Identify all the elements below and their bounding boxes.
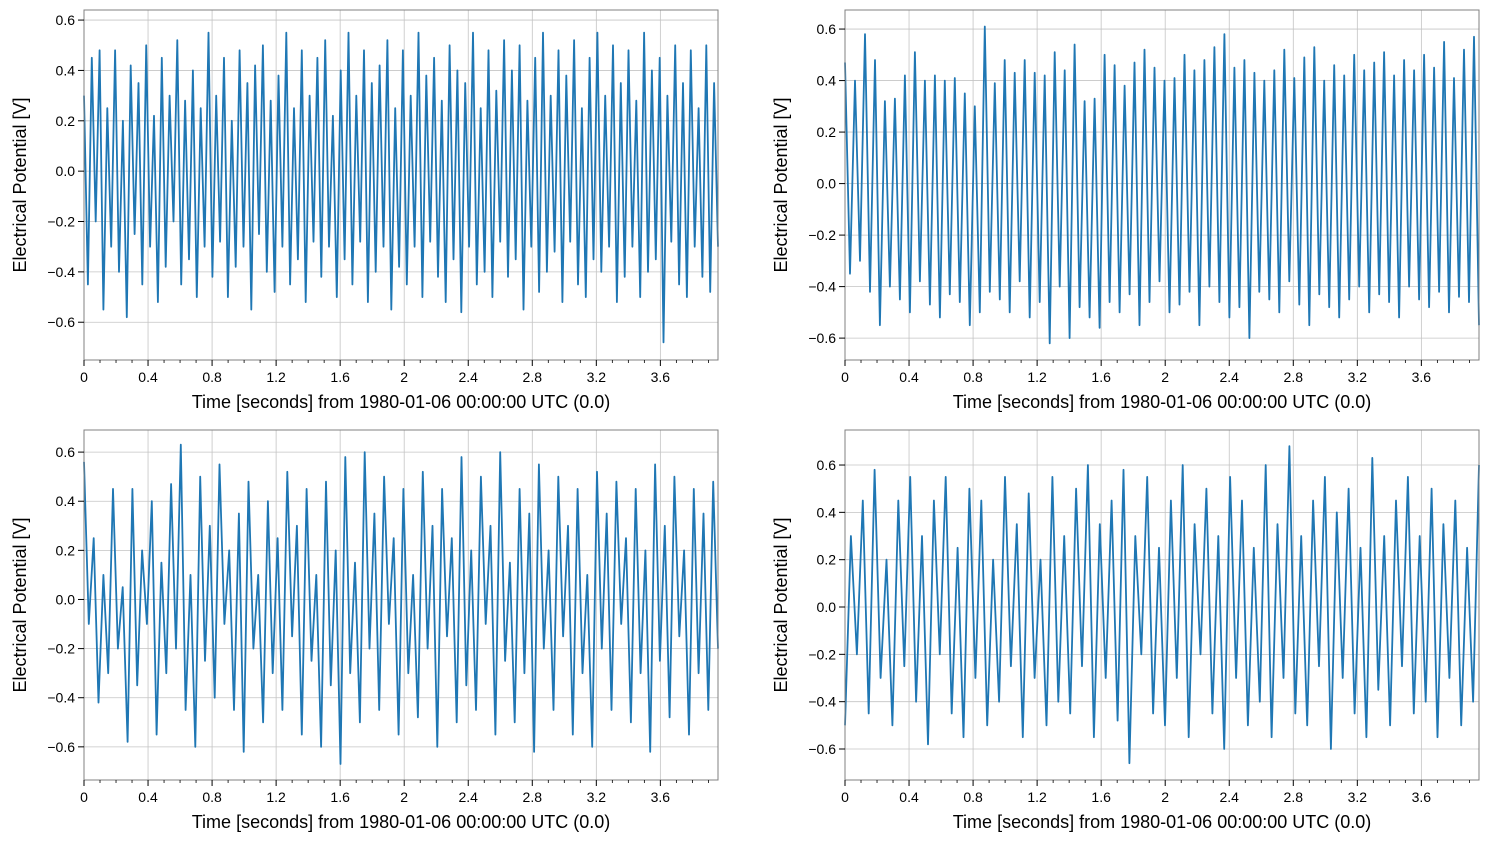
x-tick-label: 2.8 [523, 789, 543, 805]
x-axis-label: Time [seconds] from 1980-01-06 00:00:00 … [953, 812, 1372, 832]
y-tick-label: −0.4 [47, 690, 75, 706]
x-tick-label: 2.4 [1220, 789, 1240, 805]
x-tick-label: 2 [1161, 789, 1169, 805]
y-tick-label: 0.4 [817, 504, 837, 520]
y-tick-label: 0.4 [817, 73, 837, 89]
axes-frame [844, 9, 1480, 361]
subplot-4: 0 0.4 0.8 1.2 1.6 2 2.4 2.8 3.2 3.6 −0.6 −0.4 −0.2 0.… [771, 429, 1480, 832]
x-tick-label: 0.8 [202, 369, 222, 385]
data-series-line [844, 25, 1480, 345]
x-tick-label: 1.2 [1027, 369, 1047, 385]
x-tick-label: 1.6 [330, 789, 350, 805]
x-tick-label: 1.2 [266, 789, 286, 805]
y-tick-label: −0.6 [47, 314, 75, 330]
y-tick-label: 0.2 [56, 113, 76, 129]
x-tick-label: 2.8 [1284, 369, 1304, 385]
x-tick-label: 3.6 [1412, 369, 1432, 385]
y-tick-label: −0.6 [808, 741, 836, 757]
y-tick-label: 0.2 [817, 552, 837, 568]
x-axis-label: Time [seconds] from 1980-01-06 00:00:00 … [192, 392, 611, 412]
y-tick-label: −0.2 [808, 227, 836, 243]
y-tick-label: 0.0 [56, 163, 76, 179]
x-tick-label: 0 [80, 369, 88, 385]
x-tick-label: 0 [841, 369, 849, 385]
data-series-line [83, 31, 719, 344]
x-tick-label: 2.8 [1284, 789, 1304, 805]
x-tick-label: 1.2 [1027, 789, 1047, 805]
y-tick-label: 0.0 [817, 599, 837, 615]
subplot-1: 0 0.4 0.8 1.2 1.6 2 2.4 2.8 3.2 3.6 −0.6 −0.4 −0.2 0.… [10, 9, 719, 412]
y-tick-label: −0.4 [808, 279, 836, 295]
y-tick-label: −0.2 [808, 646, 836, 662]
x-tick-label: 2.4 [459, 369, 479, 385]
x-tick-label: 3.2 [1348, 369, 1368, 385]
y-tick-label: 0.6 [817, 457, 837, 473]
y-tick-label: −0.4 [808, 694, 836, 710]
y-tick-label: −0.4 [47, 264, 75, 280]
x-tick-label: 3.6 [1412, 789, 1432, 805]
x-tick-label: 1.6 [1091, 369, 1111, 385]
y-tick-label: 0.2 [817, 124, 837, 140]
axes-frame [83, 429, 719, 781]
x-tick-label: 2 [400, 789, 408, 805]
x-tick-label: 3.2 [1348, 789, 1368, 805]
x-tick-label: 0.4 [138, 789, 158, 805]
x-tick-label: 2.4 [459, 789, 479, 805]
x-tick-label: 0.4 [899, 789, 919, 805]
y-tick-label: 0.6 [56, 12, 76, 28]
y-tick-label: −0.6 [47, 739, 75, 755]
y-tick-label: 0.6 [817, 21, 837, 37]
y-tick-label: 0.0 [56, 591, 76, 607]
y-axis-label: Electrical Potential [V] [10, 517, 30, 692]
x-tick-label: 0.8 [963, 789, 983, 805]
x-tick-label: 1.6 [1091, 789, 1111, 805]
data-series-line [844, 445, 1480, 765]
x-tick-label: 2.8 [523, 369, 543, 385]
x-axis-label: Time [seconds] from 1980-01-06 00:00:00 … [953, 392, 1372, 412]
axes-frame [844, 429, 1480, 781]
y-axis-label: Electrical Potential [V] [771, 97, 791, 272]
x-tick-label: 1.2 [266, 369, 286, 385]
y-tick-label: −0.6 [808, 330, 836, 346]
x-tick-label: 0 [841, 789, 849, 805]
axes-frame [83, 9, 719, 361]
y-tick-label: 0.4 [56, 493, 76, 509]
x-tick-label: 3.2 [587, 789, 607, 805]
y-tick-label: 0.2 [56, 542, 76, 558]
y-tick-label: 0.6 [56, 444, 76, 460]
x-tick-label: 2.4 [1220, 369, 1240, 385]
x-tick-label: 0.4 [899, 369, 919, 385]
y-tick-label: 0.4 [56, 62, 76, 78]
x-tick-label: 3.2 [587, 369, 607, 385]
x-tick-label: 0 [80, 789, 88, 805]
subplot-3: 0 0.4 0.8 1.2 1.6 2 2.4 2.8 3.2 3.6 −0.6 −0.4 −0.2 0.… [10, 429, 719, 832]
x-tick-label: 2 [400, 369, 408, 385]
x-tick-label: 0.4 [138, 369, 158, 385]
x-tick-label: 2 [1161, 369, 1169, 385]
y-tick-label: −0.2 [47, 214, 75, 230]
y-tick-label: −0.2 [47, 641, 75, 657]
y-tick-label: 0.0 [817, 176, 837, 192]
x-tick-label: 3.6 [651, 369, 671, 385]
x-tick-label: 1.6 [330, 369, 350, 385]
x-tick-label: 0.8 [202, 789, 222, 805]
x-tick-label: 0.8 [963, 369, 983, 385]
y-axis-label: Electrical Potential [V] [10, 97, 30, 272]
x-axis-label: Time [seconds] from 1980-01-06 00:00:00 … [192, 812, 611, 832]
subplot-2: 0 0.4 0.8 1.2 1.6 2 2.4 2.8 3.2 3.6 −0.6 −0.4 −0.2 0.… [771, 9, 1480, 412]
y-axis-label: Electrical Potential [V] [771, 517, 791, 692]
x-tick-label: 3.6 [651, 789, 671, 805]
data-series-line [83, 443, 719, 765]
